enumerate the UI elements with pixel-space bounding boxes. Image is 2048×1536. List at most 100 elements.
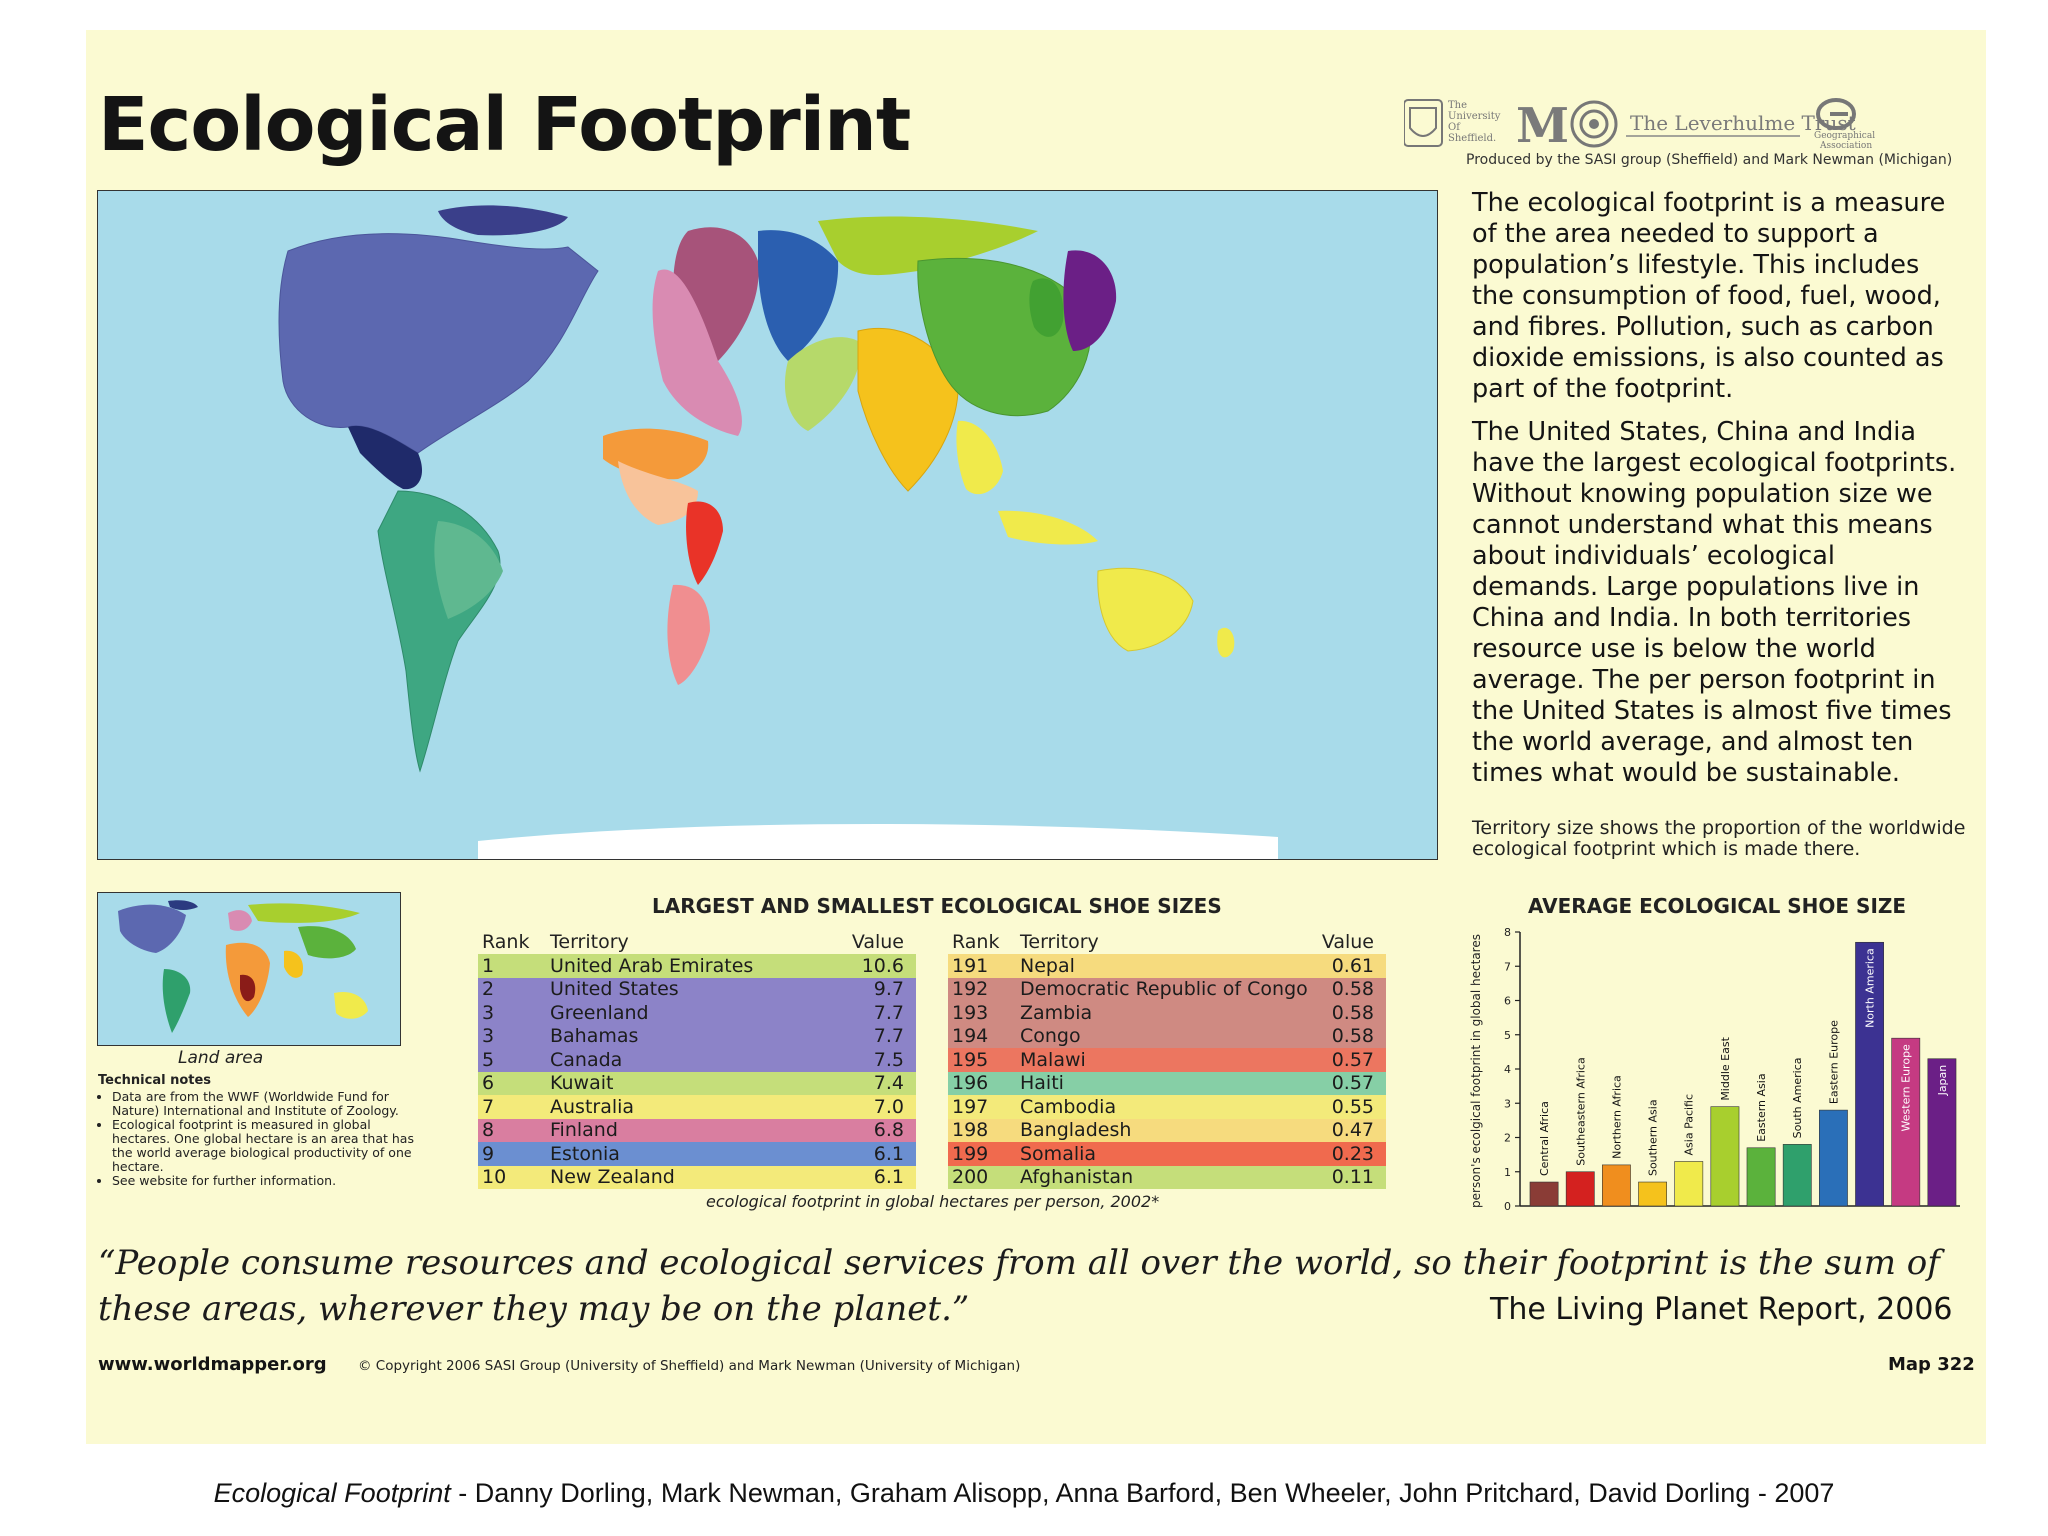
smallest-shoe-sizes-table: Rank Territory Value 191 Nepal 0.61 192 Demo… <box>948 930 1386 1189</box>
territory-header: Territory <box>1020 931 1099 953</box>
mini-central-africa <box>240 974 256 1002</box>
table-row: 194 Congo 0.58 <box>948 1024 1386 1048</box>
table-cell-territory: Malawi <box>1020 1048 1086 1071</box>
geographical-association-logo: Geographical Association <box>1814 98 1875 151</box>
sheffield-logo-line-1: The <box>1448 100 1467 111</box>
table-row: 197 Cambodia 0.55 <box>948 1095 1386 1119</box>
quote-source: The Living Planet Report, 2006 <box>1490 1292 1953 1327</box>
table-cell-value: 0.58 <box>1331 1025 1374 1048</box>
table-cell-value: 7.4 <box>873 1072 904 1095</box>
bar-label: Western Europe <box>1900 1044 1913 1132</box>
region-antarctica <box>478 823 1278 859</box>
description-paragraph-2: The United States, China and India have … <box>1472 417 1957 788</box>
territory-note: Territory size shows the proportion of t… <box>1472 817 1966 860</box>
region-japan <box>1063 250 1117 351</box>
table-cell-rank: 199 <box>952 1142 989 1165</box>
y-axis-label: person's ecolgical footprint in global h… <box>1469 934 1483 1208</box>
sheffield-logo-line-3: Of <box>1448 122 1461 133</box>
bar-label: Middle East <box>1719 1036 1732 1100</box>
mini-north-america <box>118 904 186 953</box>
geographical-logo-line-2: Association <box>1819 141 1872 151</box>
table-cell-territory: Afghanistan <box>1020 1166 1134 1189</box>
mini-europe <box>228 910 252 931</box>
mini-india <box>284 950 304 978</box>
table-cell-rank: 198 <box>952 1119 989 1142</box>
region-indonesia <box>998 510 1098 545</box>
y-tick-label: 1 <box>1504 1166 1511 1179</box>
table-cell-value: 7.5 <box>873 1048 904 1071</box>
table-cell-territory: New Zealand <box>550 1166 675 1189</box>
table-cell-value: 0.58 <box>1331 978 1374 1001</box>
y-tick-label: 6 <box>1504 995 1511 1008</box>
technical-note-item: Data are from the WWF (Worldwide Fund fo… <box>112 1090 418 1118</box>
table-cell-territory: Zambia <box>1020 1001 1093 1024</box>
table-cell-rank: 6 <box>482 1072 495 1095</box>
logo-strip: The University Of Sheffield. M The Lever… <box>1403 92 1964 172</box>
bar <box>1602 1164 1631 1207</box>
page-title: Ecological Footprint <box>98 82 911 168</box>
table-cell-territory: Kuwait <box>550 1072 614 1095</box>
technical-note-item: Ecological footprint is measured in glob… <box>112 1118 418 1174</box>
bar <box>1674 1161 1704 1207</box>
table-row: 8 Finland 6.8 <box>478 1118 916 1142</box>
bar <box>1819 1109 1848 1207</box>
michigan-logo: M <box>1516 98 1569 154</box>
bar-label: Northern Africa <box>1610 1075 1623 1159</box>
bar <box>1855 941 1884 1207</box>
region-new-zealand <box>1217 627 1235 658</box>
table-cell-rank: 193 <box>952 1001 989 1024</box>
bar-chart-svg: person's ecolgical footprint in global h… <box>1469 926 1960 1213</box>
table-cell-territory: United States <box>550 978 679 1001</box>
land-area-map-svg <box>118 900 368 1033</box>
table-cell-rank: 197 <box>952 1095 989 1118</box>
table-cell-territory: Canada <box>550 1048 623 1071</box>
table-cell-value: 0.57 <box>1331 1072 1374 1095</box>
bar-label: Central Africa <box>1538 1101 1551 1176</box>
bar-label: Southeastern Africa <box>1574 1057 1587 1165</box>
region-brazil <box>434 521 503 619</box>
copyright: © Copyright 2006 SASI Group (University … <box>358 1358 1021 1374</box>
sheffield-logo-line-4: Sheffield. <box>1448 133 1496 144</box>
table-cell-value: 6.1 <box>873 1142 904 1165</box>
table-cell-rank: 3 <box>482 1001 495 1024</box>
credit-authors: - Danny Dorling, Mark Newman, Graham Ali… <box>450 1478 1835 1508</box>
bar-label: South America <box>1791 1058 1804 1139</box>
table-row: 198 Bangladesh 0.47 <box>948 1118 1386 1142</box>
region-eastern-europe <box>758 230 839 361</box>
table-cell-rank: 195 <box>952 1048 989 1071</box>
table-row: 3 Bahamas 7.7 <box>478 1024 916 1048</box>
cartogram-svg <box>278 205 1278 859</box>
image-credit: Ecological Footprint - Danny Dorling, Ma… <box>0 1478 2048 1509</box>
y-tick-label: 4 <box>1504 1063 1511 1076</box>
region-russia <box>818 216 1038 276</box>
sheffield-logo-line-2: University <box>1448 111 1501 122</box>
value-header: Value <box>1321 931 1374 953</box>
table-cell-value: 0.61 <box>1331 954 1374 977</box>
table-row: 6 Kuwait 7.4 <box>478 1071 916 1095</box>
region-middle-east <box>784 337 860 431</box>
table-caption: ecological footprint in global hectares … <box>706 1192 1160 1211</box>
mini-australia <box>334 991 368 1019</box>
table-row: 199 Somalia 0.23 <box>948 1142 1386 1166</box>
table-cell-value: 0.23 <box>1331 1142 1374 1165</box>
website-link[interactable]: www.worldmapper.org <box>98 1354 327 1375</box>
table-cell-territory: Cambodia <box>1020 1095 1117 1118</box>
table-row: 5 Canada 7.5 <box>478 1048 916 1072</box>
produced-by-credit: Produced by the SASI group (Sheffield) a… <box>1466 152 1953 168</box>
table-cell-territory: Somalia <box>1020 1142 1097 1165</box>
technical-notes: Technical notes Data are from the WWF (W… <box>98 1074 418 1188</box>
bar-label: Southern Asia <box>1647 1099 1660 1176</box>
table-cell-value: 7.0 <box>873 1095 904 1118</box>
table-cell-value: 6.8 <box>873 1119 904 1142</box>
map-number: Map 322 <box>1888 1354 1975 1375</box>
bar <box>1565 1171 1595 1207</box>
region-southern-asia <box>857 327 959 492</box>
table-cell-rank: 10 <box>482 1166 507 1189</box>
table-cell-territory: Congo <box>1020 1025 1081 1048</box>
geographical-logo-line-1: Geographical <box>1814 131 1875 141</box>
table-cell-rank: 200 <box>952 1166 989 1189</box>
region-north-america <box>278 233 599 454</box>
table-cell-value: 0.11 <box>1331 1166 1374 1189</box>
region-korea <box>1029 278 1064 337</box>
table-cell-rank: 192 <box>952 978 989 1001</box>
